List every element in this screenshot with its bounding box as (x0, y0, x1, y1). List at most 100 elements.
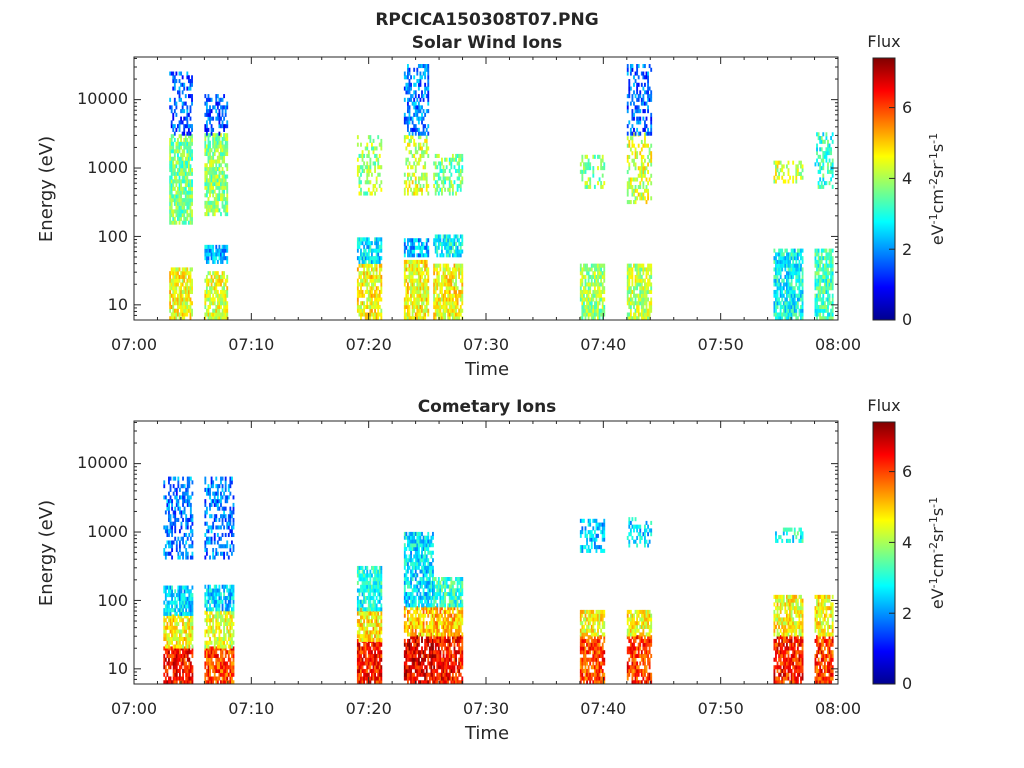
flux-cell (188, 680, 191, 685)
flux-cell (209, 584, 211, 589)
flux-cell (173, 286, 176, 291)
flux-cell (461, 289, 464, 294)
flux-cell (424, 138, 427, 143)
flux-cell (377, 297, 380, 302)
flux-cell (634, 293, 637, 298)
flux-cell (407, 297, 409, 302)
flux-cell (636, 286, 639, 291)
flux-cell (419, 105, 422, 110)
flux-cell (189, 506, 192, 511)
flux-cell (411, 271, 414, 276)
flux-cell (186, 614, 189, 619)
flux-cell (417, 271, 420, 276)
flux-cell (823, 274, 826, 279)
flux-cell (414, 124, 417, 129)
flux-cell (436, 308, 439, 313)
flux-cell (455, 286, 457, 291)
flux-cell (422, 176, 425, 181)
flux-cell (644, 109, 646, 114)
flux-cell (375, 263, 378, 268)
flux-cell (173, 194, 176, 199)
flux-cell (227, 636, 230, 642)
flux-cell (424, 267, 427, 272)
flux-cell (221, 650, 224, 655)
flux-cell (434, 312, 437, 317)
flux-cell (164, 665, 167, 670)
flux-cell (629, 274, 632, 279)
flux-cell (425, 271, 428, 276)
flux-cell (450, 308, 453, 313)
flux-cell (792, 274, 795, 279)
flux-cell (213, 614, 216, 619)
flux-cell (597, 274, 599, 279)
flux-cell (213, 212, 216, 217)
flux-cell (184, 220, 187, 225)
flux-cell (213, 274, 216, 279)
flux-cell (215, 525, 218, 530)
flux-cell (226, 166, 229, 172)
flux-cell (581, 173, 584, 178)
flux-cell (180, 190, 183, 195)
flux-cell (592, 308, 595, 313)
flux-cell (189, 636, 192, 642)
flux-cell (173, 131, 176, 136)
flux-cell (218, 297, 221, 302)
flux-cell (183, 127, 186, 132)
flux-cell (600, 297, 603, 302)
flux-cell (781, 304, 784, 310)
flux-cell (644, 166, 646, 171)
flux-cell (413, 127, 416, 132)
flux-cell (172, 676, 175, 681)
flux-cell (436, 271, 439, 276)
flux-cell (439, 289, 442, 294)
flux-cell (581, 297, 584, 302)
flux-cell (778, 286, 781, 291)
flux-cell (636, 67, 639, 72)
flux-cell (366, 316, 369, 321)
flux-cell (221, 252, 224, 257)
flux-cell (188, 676, 191, 681)
flux-cell (173, 137, 176, 143)
flux-cell (784, 301, 787, 306)
flux-cell (177, 536, 180, 541)
flux-cell (183, 131, 186, 136)
flux-cell (413, 172, 416, 177)
flux-cell (825, 278, 828, 283)
flux-cell (178, 589, 181, 594)
flux-cell (166, 499, 169, 504)
flux-cell (215, 312, 218, 317)
flux-cell (645, 312, 648, 317)
flux-cell (223, 94, 226, 99)
flux-cell (407, 127, 409, 132)
flux-cell (369, 301, 372, 306)
flux-cell (434, 238, 437, 243)
flux-cell (204, 193, 207, 198)
flux-cell (186, 640, 189, 645)
flux-cell (224, 653, 227, 658)
flux-cell (184, 179, 187, 184)
flux-cell (191, 529, 194, 534)
flux-cell (828, 271, 831, 276)
flux-cell (227, 599, 230, 604)
flux-cell (367, 187, 370, 192)
flux-cell (413, 82, 416, 87)
flux-cell (174, 506, 177, 511)
flux-cell (407, 282, 409, 287)
flux-cell (581, 169, 584, 174)
flux-cell (170, 205, 173, 210)
flux-cell (636, 109, 639, 114)
flux-cell (213, 159, 216, 164)
flux-cell (629, 127, 632, 132)
flux-cell (448, 234, 451, 239)
flux-cell (628, 304, 631, 310)
flux-cell (177, 499, 180, 504)
flux-cell (584, 278, 587, 283)
flux-cell (178, 186, 181, 191)
flux-cell (640, 316, 643, 321)
flux-cell (378, 267, 381, 272)
flux-cell (218, 603, 221, 608)
flux-cell (433, 271, 436, 276)
flux-cell (642, 64, 645, 69)
flux-cell (181, 179, 184, 184)
flux-cell (639, 166, 642, 171)
